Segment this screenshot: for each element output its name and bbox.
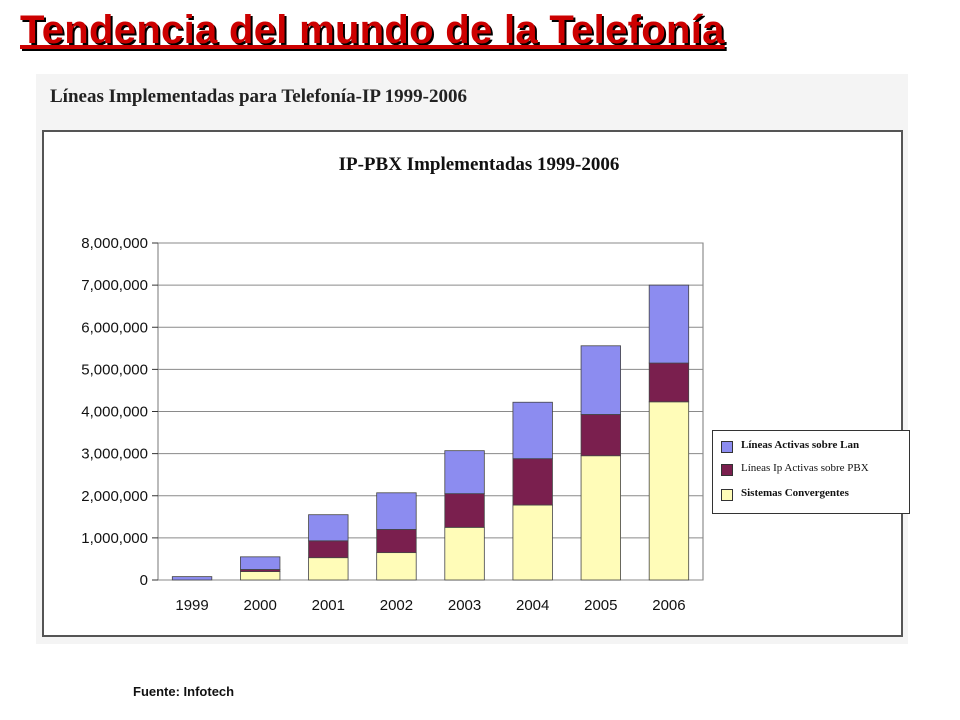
x-tick-label: 2002 (380, 597, 413, 614)
y-tick-label: 5,000,000 (81, 361, 148, 378)
bar-segment (240, 571, 281, 581)
bar-segment (171, 576, 213, 581)
bar-segment (376, 552, 417, 581)
legend-label-pbx: Líneas Ip Activas sobre PBX (741, 462, 869, 474)
chart-figure: Líneas Implementadas para Telefonía-IP 1… (36, 74, 910, 644)
bar-segment (444, 450, 485, 495)
x-tick-label: 2006 (652, 597, 685, 614)
bar-segment (308, 540, 349, 559)
bar-segment (512, 504, 553, 581)
y-tick-label: 2,000,000 (81, 488, 148, 505)
bar-segment (308, 514, 349, 542)
x-tick-label: 2004 (516, 597, 549, 614)
y-tick-label: 8,000,000 (81, 235, 148, 252)
source-note: Fuente: Infotech (133, 684, 235, 699)
chart-frame: IP-PBX Implementadas 1999-2006 0 1,000,00… (42, 130, 910, 637)
figure-heading: Líneas Implementadas para Telefonía-IP 1… (50, 86, 467, 107)
legend-swatch-lan (721, 441, 733, 453)
x-tick-label: 2001 (312, 597, 345, 614)
y-tick-label: 0 (140, 572, 148, 589)
bar-segment (580, 455, 621, 581)
y-tick-label: 7,000,000 (81, 277, 148, 294)
slide-title: Tendencia del mundo de la Telefonía (20, 8, 725, 52)
bar-segment (376, 529, 417, 554)
bar-segment (512, 401, 553, 460)
bar-segment (648, 362, 690, 403)
bar-segment (376, 492, 417, 530)
chart-title: IP-PBX Implementadas 1999-2006 (339, 154, 620, 175)
y-tick-label: 6,000,000 (81, 319, 148, 336)
legend-label-lan: Líneas Activas sobre Lan (741, 439, 860, 451)
x-tick-label: 1999 (175, 597, 208, 614)
legend-swatch-pbx (721, 464, 733, 476)
y-tick-label: 4,000,000 (81, 404, 148, 421)
x-tick-label: 2003 (448, 597, 481, 614)
bar-segment (240, 556, 281, 570)
bar-segment (580, 414, 621, 457)
legend-label-convergent: Sistemas Convergentes (741, 487, 849, 499)
bar-segment (308, 557, 349, 581)
bar-segment (580, 345, 621, 415)
chart-legend: Líneas Activas sobre Lan Líneas Ip Activ… (712, 430, 910, 514)
legend-swatch-convergent (721, 489, 733, 501)
bar-segment (512, 458, 553, 506)
bar-segment (444, 493, 485, 528)
stacked-bar-chart: IP-PBX Implementadas 1999-2006 0 1,000,00… (81, 154, 704, 614)
bar-segment (648, 401, 690, 581)
bar-segment (648, 284, 690, 364)
x-tick-label: 2005 (584, 597, 617, 614)
x-tick-label: 2000 (244, 597, 277, 614)
bar-segment (444, 526, 485, 581)
y-tick-label: 3,000,000 (81, 446, 148, 463)
y-tick-label: 1,000,000 (81, 530, 148, 547)
